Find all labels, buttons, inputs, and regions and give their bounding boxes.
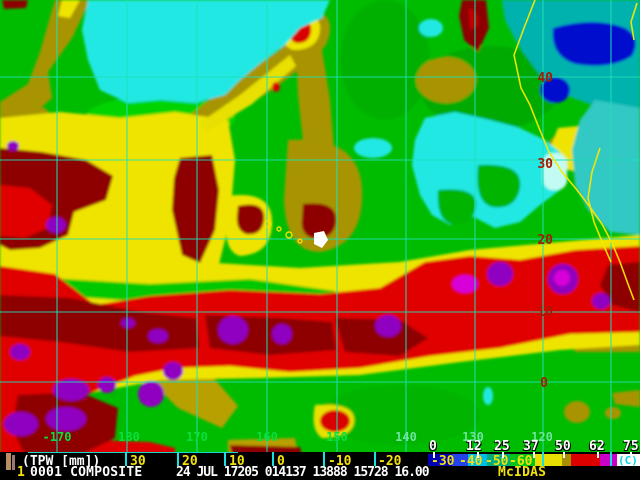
bar-tick <box>502 452 504 458</box>
lon-label-150: 150 <box>326 430 348 444</box>
colorbar-tick-37: 37 <box>523 439 539 454</box>
colorbar-tick-12: 12 <box>466 439 482 454</box>
temp-scale-m50: -50 <box>485 454 509 469</box>
temp-scale-0: 0 <box>277 454 285 469</box>
temp-scale-20: 20 <box>182 454 198 469</box>
scale-tick <box>542 452 544 466</box>
bar-tick <box>433 452 435 458</box>
colorbar-segment <box>510 454 535 466</box>
longitude-labels: -170 180 170 160 150 140 130 120 <box>43 430 553 444</box>
mcidas-brand: McIDAS <box>498 465 547 480</box>
map-bottom-edge <box>28 452 238 453</box>
temp-scale-30: 30 <box>130 454 146 469</box>
colorbar-segment <box>600 454 617 466</box>
scale-tick <box>177 452 179 466</box>
colorbar-segment <box>452 454 468 466</box>
lon-label-140: 140 <box>395 430 417 444</box>
colorbar-segment <box>487 454 510 466</box>
scale-tick <box>224 452 226 466</box>
temp-scale-10: 10 <box>229 454 245 469</box>
lat-label-20: 20 <box>537 233 553 248</box>
colorbar-segment <box>617 454 640 466</box>
datetime-info: 24 JUL 17205 014137 13888 15728 16.00 <box>176 465 430 480</box>
frame-number: 1 <box>17 465 26 480</box>
bar-tick <box>477 452 479 458</box>
lon-label-160: 160 <box>256 430 278 444</box>
temp-scale-m10: -10 <box>328 454 352 469</box>
status-line: 1 0001 COMPOSITE 24 JUL 17205 014137 138… <box>0 465 546 480</box>
product-id: 0001 COMPOSITE <box>30 465 143 480</box>
latitude-labels: 40 30 20 10 0 <box>537 71 553 391</box>
tpw-field-canvas: 40 30 20 10 0 -170 180 170 160 150 140 1… <box>0 0 640 455</box>
coastline-mexico <box>513 0 638 301</box>
cursor-marker-icon <box>6 453 11 470</box>
colorbar-segment <box>571 454 600 466</box>
colorbar-tick-0: 0 <box>429 439 437 454</box>
temp-scale-m30: -30 <box>431 454 455 469</box>
lat-label-0: 0 <box>540 376 548 391</box>
colorbar-tick-50: 50 <box>555 439 571 454</box>
tpw-composite-map: 40 30 20 10 0 -170 180 170 160 150 140 1… <box>0 0 640 455</box>
white-tpw-max-spot <box>314 231 328 248</box>
scale-tick <box>374 452 376 466</box>
lat-label-30: 30 <box>537 157 553 172</box>
lon-label-m170: -170 <box>43 430 72 444</box>
hawaii-islands <box>264 220 303 244</box>
tpw-color-field <box>0 0 640 455</box>
lon-label-130: 130 <box>462 430 484 444</box>
colorbar-end-label: (C) <box>618 454 638 467</box>
temp-scale-m40: -40 <box>459 454 483 469</box>
scale-tick <box>125 452 127 466</box>
colorbar-tick-62: 62 <box>589 439 605 454</box>
lat-label-10: 10 <box>537 305 553 320</box>
bar-tick <box>533 452 535 458</box>
colorbar-segment <box>468 454 487 466</box>
scale-tick <box>272 452 274 466</box>
temp-scale-m60: -60 <box>509 454 533 469</box>
scale-tick <box>610 452 612 466</box>
product-label: (TPW [mm]) <box>22 454 101 469</box>
cursor-marker-icon-2 <box>12 455 15 470</box>
lat-label-40: 40 <box>537 71 553 86</box>
bar-tick <box>630 452 632 458</box>
lon-label-180: 180 <box>118 430 140 444</box>
temp-scale-m20: -20 <box>378 454 402 469</box>
colorbar-tick-25: 25 <box>494 439 510 454</box>
colorbar-segment <box>535 454 562 466</box>
lon-label-120: 120 <box>531 430 553 444</box>
bar-tick <box>563 452 565 458</box>
colorbar-segment <box>562 454 571 466</box>
lon-label-170: 170 <box>186 430 208 444</box>
colorbar-tick-75: 75 <box>623 439 639 454</box>
bar-tick <box>597 452 599 458</box>
scale-tick <box>323 452 325 466</box>
